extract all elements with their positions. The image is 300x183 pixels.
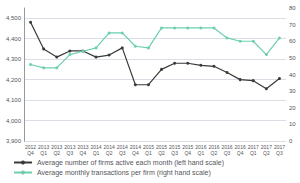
svg-text:2014: 2014 [90,144,102,150]
svg-text:Q3: Q3 [276,150,283,156]
svg-text:Q2: Q2 [106,150,113,156]
svg-text:40: 40 [289,72,296,78]
svg-text:2015: 2015 [156,144,168,150]
svg-text:4,200: 4,200 [6,77,22,83]
svg-text:2016: 2016 [195,144,207,150]
svg-text:4,100: 4,100 [6,97,22,103]
svg-text:Q4: Q4 [80,150,87,156]
svg-text:2017: 2017 [247,144,259,150]
svg-text:Q3: Q3 [67,150,74,156]
svg-text:Q2: Q2 [211,150,218,156]
svg-text:Q4: Q4 [27,150,34,156]
svg-text:2016: 2016 [208,144,220,150]
svg-text:Q4: Q4 [132,150,139,156]
svg-text:2015: 2015 [182,144,194,150]
svg-text:4,000: 4,000 [6,118,22,124]
svg-text:0: 0 [289,138,293,144]
svg-text:50: 50 [289,55,296,61]
svg-text:20: 20 [289,105,296,111]
svg-text:2014: 2014 [129,144,141,150]
svg-text:Q1: Q1 [250,150,257,156]
svg-text:4,500: 4,500 [6,15,22,21]
svg-text:2016: 2016 [234,144,246,150]
svg-text:Q2: Q2 [53,150,60,156]
svg-text:Q4: Q4 [184,150,191,156]
svg-text:2013: 2013 [38,144,50,150]
svg-text:70: 70 [289,22,296,28]
svg-text:80: 80 [289,5,296,11]
svg-text:2013: 2013 [77,144,89,150]
svg-text:Q1: Q1 [198,150,205,156]
svg-text:2013: 2013 [64,144,76,150]
svg-text:4,300: 4,300 [6,56,22,62]
svg-text:2016: 2016 [221,144,233,150]
svg-text:2015: 2015 [169,144,181,150]
svg-text:Q1: Q1 [93,150,100,156]
svg-text:2015: 2015 [142,144,154,150]
svg-text:Q4: Q4 [237,150,244,156]
svg-text:Q2: Q2 [158,150,165,156]
svg-text:2017: 2017 [273,144,285,150]
svg-text:2014: 2014 [103,144,115,150]
svg-text:Q3: Q3 [119,150,126,156]
svg-text:Average number of firms active: Average number of firms active each mont… [37,159,224,167]
svg-text:Average monthly transactions p: Average monthly transactions per firm (r… [37,169,211,177]
svg-text:2013: 2013 [51,144,63,150]
svg-text:Q1: Q1 [145,150,152,156]
svg-text:3,900: 3,900 [6,138,22,144]
svg-text:4,400: 4,400 [6,36,22,42]
svg-text:10: 10 [289,121,296,127]
svg-text:60: 60 [289,38,296,44]
svg-text:Q3: Q3 [171,150,178,156]
svg-text:30: 30 [289,88,296,94]
svg-text:2017: 2017 [260,144,272,150]
svg-text:Q2: Q2 [263,150,270,156]
svg-text:2012: 2012 [25,144,37,150]
svg-text:2014: 2014 [116,144,128,150]
svg-text:Q1: Q1 [40,150,47,156]
svg-text:Q3: Q3 [224,150,231,156]
